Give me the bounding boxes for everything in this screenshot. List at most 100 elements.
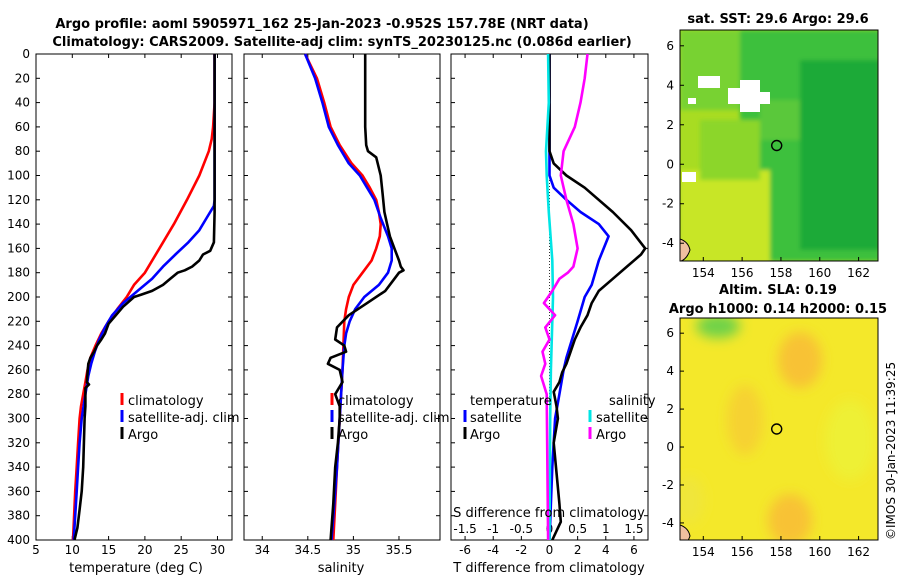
x-tick-label: 20 [137, 543, 152, 557]
x-tick-label: 5 [32, 543, 40, 557]
sla-map-subtitle: Argo h1000: 0.14 h2000: 0.15 [669, 302, 887, 317]
latitude-tick-label: 2 [666, 118, 674, 132]
x-tick-label: 15 [101, 543, 116, 557]
y-tick-label: 240 [7, 339, 30, 353]
longitude-tick-label: 154 [692, 266, 715, 280]
longitude-tick-label: 156 [731, 266, 754, 280]
y-tick-label: 280 [7, 387, 30, 401]
longitude-tick-label: 160 [808, 266, 831, 280]
sst-map-panel: sat. SST: 29.6 Argo: 29.6 154 156 158 160 16… [662, 12, 879, 280]
s-difference-tick-label: 1.5 [624, 522, 643, 536]
latitude-tick-label: -4 [662, 236, 674, 250]
difference-xlabel: T difference from climatology [452, 561, 645, 576]
legend-t-argo-label: Argo [470, 428, 500, 443]
x-tick-label: -2 [515, 543, 527, 557]
x-tick-label: 35 [346, 543, 361, 557]
s-difference-tick-label: -1 [487, 522, 499, 536]
y-tick-label: 360 [7, 484, 30, 498]
temperature-profile-panel: 0 20 40 60 80 100 120 140 160 180 200 220 240 260 280 3… [7, 47, 240, 576]
legend-s-satellite-label: satellite [596, 411, 648, 426]
legend-satellite-adj-label: satellite-adj. clim [128, 411, 240, 426]
longitude-tick-label: 158 [769, 545, 792, 559]
salinity-legend: climatology satellite-adj. clim Argo [330, 393, 450, 443]
x-tick-label: 35.5 [386, 543, 413, 557]
latitude-tick-label: 6 [666, 39, 674, 53]
series-line-argo [73, 54, 216, 541]
sla-map-frame [679, 317, 879, 541]
x-tick-label: 10 [65, 543, 80, 557]
sla-heatmap [680, 318, 878, 540]
sst-map-title: sat. SST: 29.6 Argo: 29.6 [687, 12, 868, 27]
s-difference-tick-label: -1.5 [453, 522, 476, 536]
x-tick-label: 30 [210, 543, 225, 557]
x-tick-label: 4 [602, 543, 610, 557]
y-tick-label: 260 [7, 363, 30, 377]
y-tick-label: 320 [7, 436, 30, 450]
figure-title-line1: Argo profile: aoml 5905971_162 25-Jan-20… [55, 17, 588, 32]
timestamp-label: ©IMOS 30-Jan-2023 11:39:25 [884, 362, 898, 540]
s-difference-tick-label: -0.5 [510, 522, 533, 536]
difference-legend: temperature salinity satellite Argo sate… [463, 394, 656, 443]
figure-title-line2: Climatology: CARS2009. Satellite-adj cli… [52, 35, 631, 50]
y-tick-label: 60 [15, 120, 30, 134]
y-tick-label: 220 [7, 314, 30, 328]
longitude-tick-label: 154 [692, 545, 715, 559]
y-tick-label: 20 [15, 71, 30, 85]
x-tick-label: 25 [174, 543, 189, 557]
legend-salinity-title: salinity [609, 394, 656, 409]
y-tick-label: 180 [7, 266, 30, 280]
y-tick-label: 380 [7, 509, 30, 523]
sst-map-frame [679, 29, 879, 262]
x-tick-label: -6 [459, 543, 471, 557]
series-line-t-argo [548, 54, 647, 541]
longitude-tick-label: 162 [847, 266, 870, 280]
temperature-xlabel: temperature (deg C) [69, 561, 203, 576]
sst-heatmap [680, 30, 878, 261]
latitude-tick-label: -2 [662, 197, 674, 211]
y-tick-label: 140 [7, 217, 30, 231]
legend-t-satellite-label: satellite [470, 411, 522, 426]
latitude-tick-label: 0 [666, 157, 674, 171]
salinity-plot-frame [243, 53, 441, 541]
latitude-tick-label: 4 [666, 78, 674, 92]
x-tick-label: 34 [255, 543, 270, 557]
s-difference-tick-label: 0.5 [568, 522, 587, 536]
difference-top-xlabel: S difference from climatology [453, 506, 645, 521]
y-tick-label: 200 [7, 290, 30, 304]
sla-map-title: Altim. SLA: 0.19 [719, 283, 837, 298]
longitude-tick-label: 160 [808, 545, 831, 559]
y-tick-label: 300 [7, 412, 30, 426]
salinity-profile-panel: 34 34.5 35 35.5 climatology satellite-adj. … [243, 53, 450, 576]
series-line-t-satellite [548, 54, 610, 541]
x-tick-label: 0 [546, 543, 554, 557]
latitude-tick-label: 2 [666, 402, 674, 416]
s-difference-tick-label: 1 [602, 522, 610, 536]
y-tick-label: 340 [7, 460, 30, 474]
salinity-xlabel: salinity [318, 561, 365, 576]
y-tick-label: 120 [7, 193, 30, 207]
series-line-s-argo [539, 53, 589, 541]
latitude-tick-label: -4 [662, 516, 674, 530]
argo-location-marker [771, 139, 783, 152]
legend-argo-label: Argo [128, 428, 158, 443]
x-tick-label: 6 [630, 543, 638, 557]
latitude-tick-label: 4 [666, 364, 674, 378]
longitude-tick-label: 162 [847, 545, 870, 559]
legend-argo-label: Argo [338, 428, 368, 443]
latitude-tick-label: 0 [666, 440, 674, 454]
legend-climatology-label: climatology [128, 394, 204, 409]
latitude-tick-label: 6 [666, 326, 674, 340]
difference-profile-panel: -6 -4 -2 0 2 4 6 -1.5 -1 -0.5 0 0.5 1 1.5 temperatur… [450, 53, 656, 576]
y-tick-label: 80 [15, 144, 30, 158]
longitude-tick-label: 156 [731, 545, 754, 559]
y-tick-label: 400 [7, 533, 30, 547]
series-line-satellite-adj-clim [72, 54, 216, 541]
x-tick-label: -4 [487, 543, 499, 557]
y-tick-label: 0 [22, 47, 30, 61]
series-line-s-satellite [544, 53, 555, 541]
y-tick-label: 100 [7, 169, 30, 183]
y-tick-label: 160 [7, 241, 30, 255]
legend-temperature-title: temperature [470, 394, 552, 409]
series-line-argo [326, 54, 405, 541]
legend-climatology-label: climatology [338, 394, 414, 409]
